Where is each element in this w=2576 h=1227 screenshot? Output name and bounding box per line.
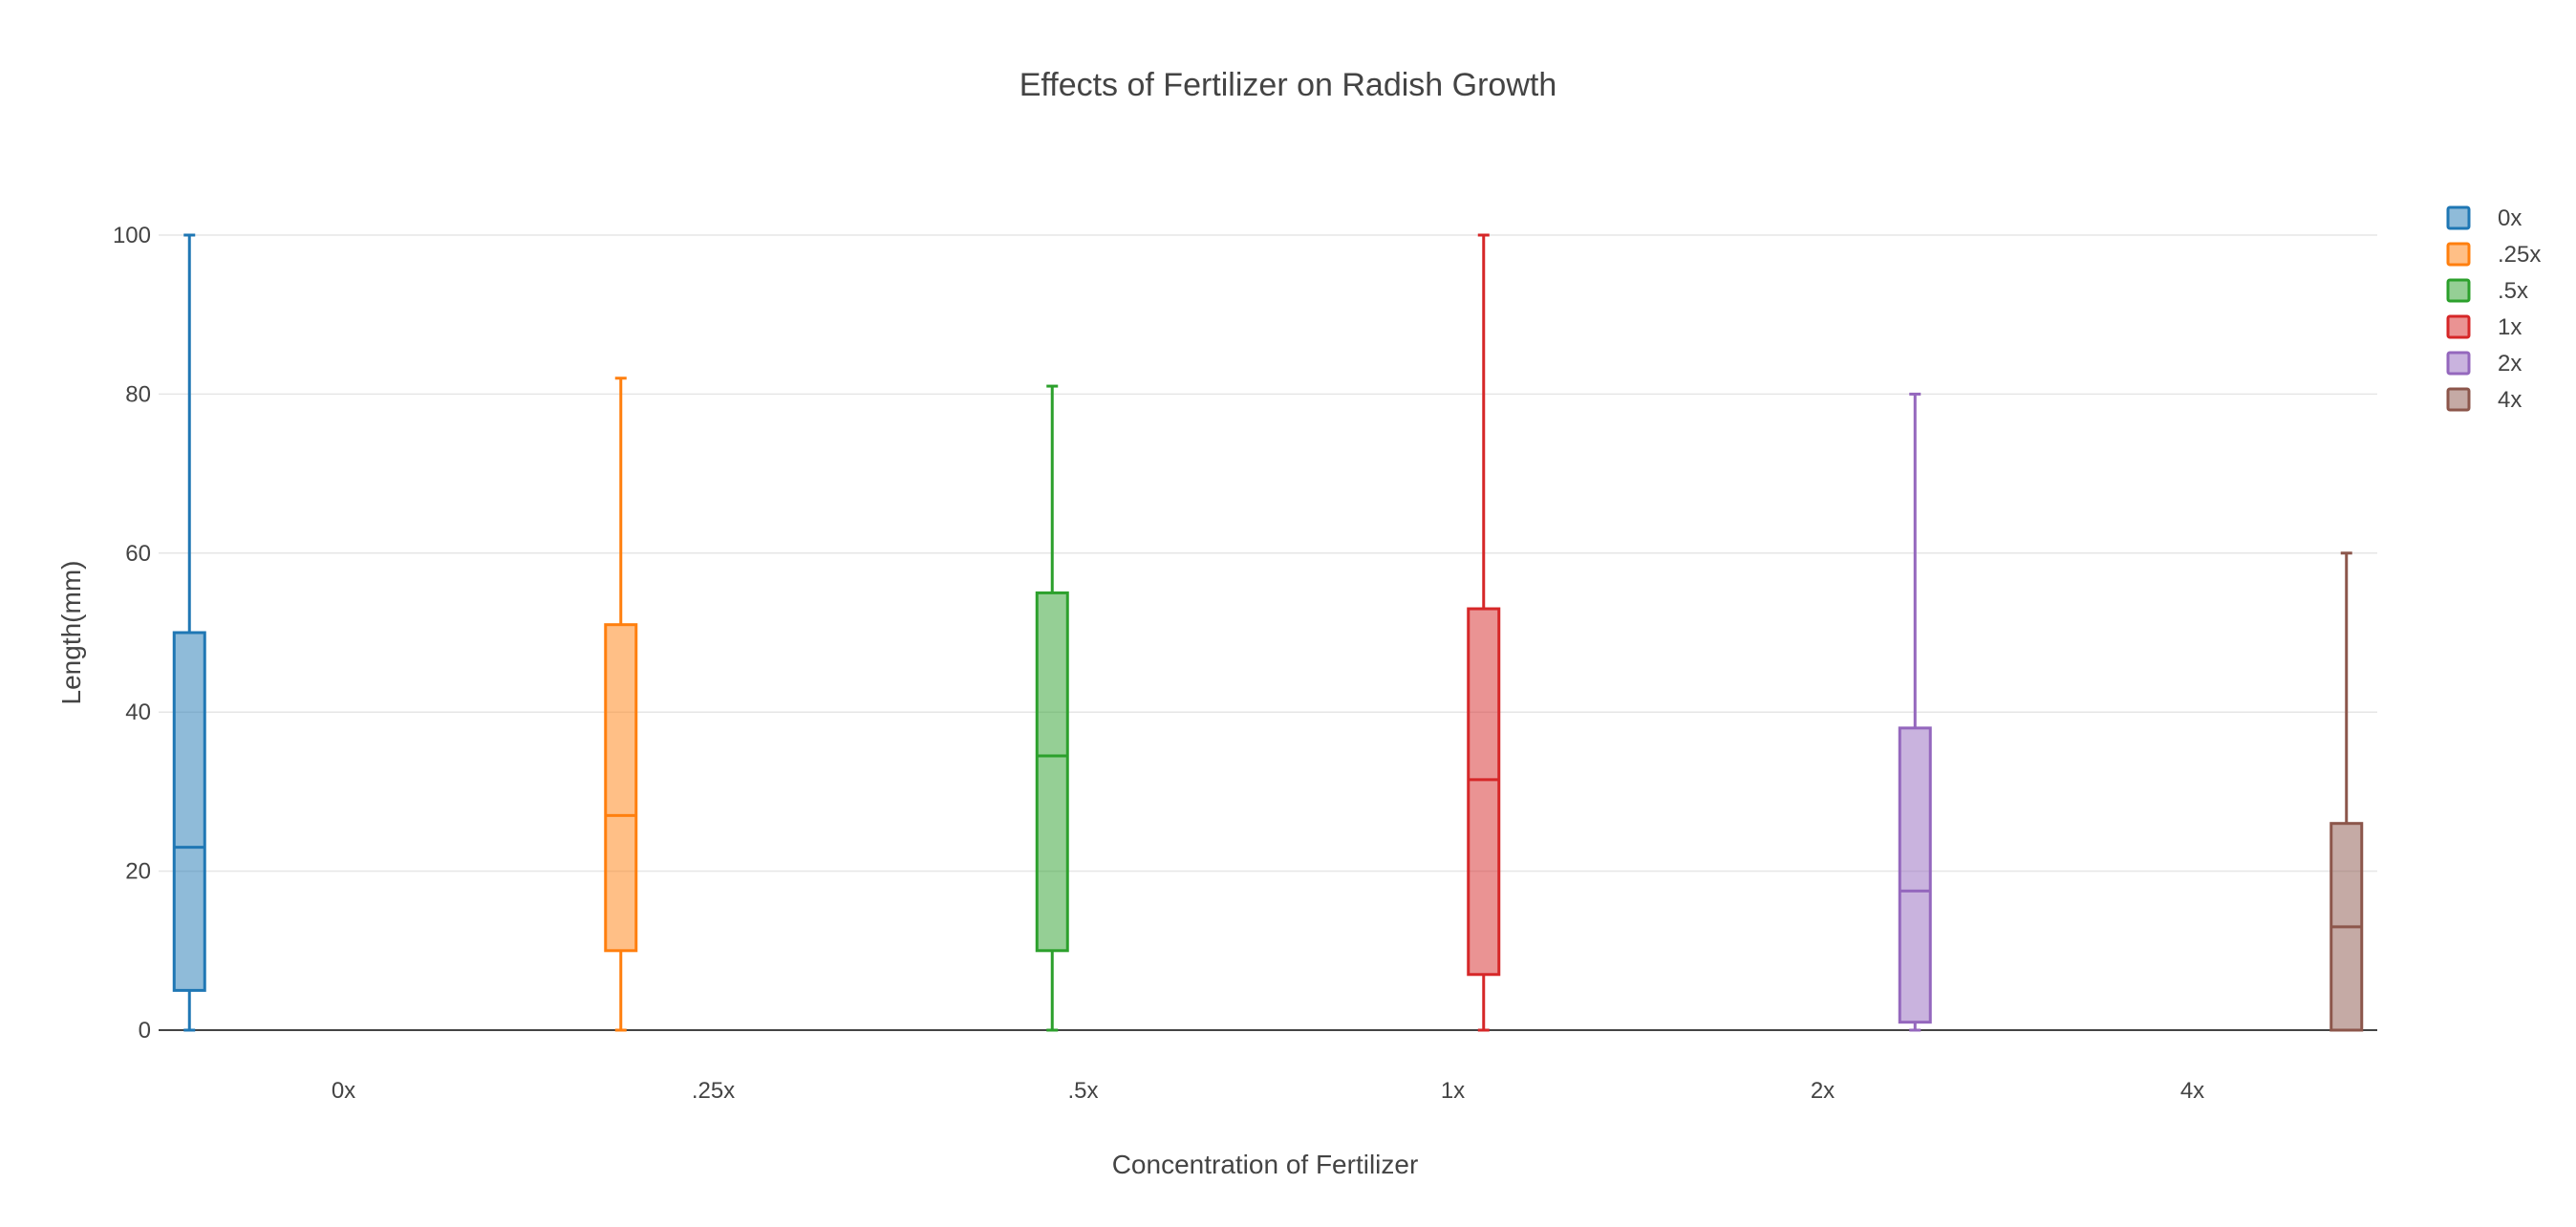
box-iqr bbox=[1467, 607, 1501, 977]
chart-title: Effects of Fertilizer on Radish Growth bbox=[1020, 67, 1556, 103]
legend-item[interactable]: 1x bbox=[2446, 314, 2522, 340]
box-iqr bbox=[1035, 591, 1069, 953]
box-iqr bbox=[172, 631, 206, 992]
y-tick-label: 100 bbox=[113, 223, 151, 248]
x-tick-label: .25x bbox=[692, 1078, 735, 1104]
box-1[interactable] bbox=[172, 233, 206, 1032]
axes: 0 20 40 60 80 100 0x .25x .5x 1x 2x 4x bbox=[113, 223, 2377, 1104]
grid-lines bbox=[159, 234, 2377, 872]
box-6[interactable] bbox=[2329, 551, 2364, 1032]
legend-label: 1x bbox=[2498, 314, 2522, 340]
y-axis-title: Length(mm) bbox=[56, 561, 86, 705]
legend-item[interactable]: 2x bbox=[2446, 351, 2522, 377]
x-tick-label: 2x bbox=[1811, 1078, 1835, 1104]
box-iqr bbox=[1898, 726, 1932, 1024]
legend-label: .5x bbox=[2498, 278, 2528, 304]
legend-label: 0x bbox=[2498, 205, 2522, 231]
legend-item[interactable]: 4x bbox=[2446, 387, 2522, 413]
box-2[interactable] bbox=[604, 377, 638, 1032]
box-4[interactable] bbox=[1467, 233, 1501, 1032]
x-axis-title: Concentration of Fertilizer bbox=[1112, 1150, 1419, 1179]
box-3[interactable] bbox=[1035, 384, 1069, 1032]
x-tick-label: 4x bbox=[2180, 1078, 2204, 1104]
legend-swatch bbox=[2446, 387, 2471, 412]
y-tick-label: 0 bbox=[139, 1018, 151, 1044]
legend-swatch bbox=[2446, 242, 2471, 267]
legend-item[interactable]: 0x bbox=[2446, 205, 2522, 231]
box-series bbox=[172, 233, 2364, 1032]
legend-label: 4x bbox=[2498, 387, 2522, 413]
legend-swatch bbox=[2446, 278, 2471, 303]
legend: 0x .25x .5x 1x 2x 4x bbox=[2446, 205, 2541, 413]
x-tick-label: .5x bbox=[1067, 1078, 1098, 1104]
y-tick-label: 40 bbox=[125, 700, 151, 725]
box-iqr bbox=[604, 623, 638, 953]
legend-item[interactable]: .25x bbox=[2446, 242, 2541, 268]
x-tick-label: 0x bbox=[332, 1078, 355, 1104]
y-tick-label: 20 bbox=[125, 859, 151, 885]
legend-swatch bbox=[2446, 205, 2471, 230]
box-5[interactable] bbox=[1898, 392, 1932, 1032]
legend-label: .25x bbox=[2498, 242, 2541, 268]
legend-item[interactable]: .5x bbox=[2446, 278, 2528, 304]
y-tick-label: 80 bbox=[125, 381, 151, 407]
legend-swatch bbox=[2446, 351, 2471, 376]
legend-label: 2x bbox=[2498, 351, 2522, 377]
y-tick-label: 60 bbox=[125, 541, 151, 567]
legend-swatch bbox=[2446, 314, 2471, 339]
x-tick-label: 1x bbox=[1441, 1078, 1465, 1104]
